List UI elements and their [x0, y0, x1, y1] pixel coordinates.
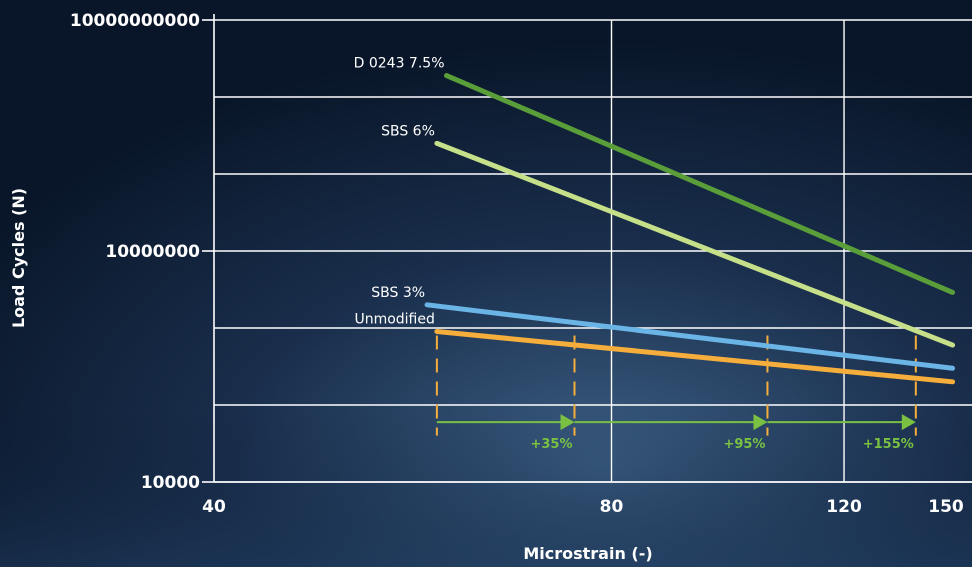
x-tick-label: 40: [202, 497, 226, 517]
series-line: [444, 73, 956, 295]
series-lines: [424, 73, 956, 385]
y-tick-label: 10000: [141, 473, 200, 493]
reference-lines: [435, 335, 917, 436]
arrow-head: [560, 414, 575, 431]
arrow-head: [901, 414, 916, 431]
x-axis-title: Microstrain (-): [523, 544, 652, 563]
y-axis-title: Load Cycles (N): [9, 188, 28, 328]
series-line: [434, 140, 956, 348]
series-label: SBS 6%: [381, 123, 435, 139]
arrow-head: [753, 414, 768, 431]
labels: 10000 10000000 10000000000 40 80 120 150 D 0243…: [70, 11, 964, 517]
improvement-label: +95%: [723, 437, 765, 452]
improvement-label: +155%: [863, 437, 914, 452]
series-label: D 0243 7.5%: [354, 56, 445, 72]
y-tick-label: 10000000000: [70, 11, 200, 31]
x-tick-label: 120: [826, 497, 862, 517]
series-line: [434, 329, 956, 385]
series-line: [424, 302, 956, 371]
improvement-label: +35%: [530, 437, 572, 452]
x-tick-label: 150: [928, 497, 964, 517]
grid: [202, 14, 972, 483]
improvement-arrows: [436, 414, 916, 431]
series-label: Unmodified: [354, 312, 434, 328]
series-label: SBS 3%: [371, 285, 425, 301]
x-tick-label: 80: [600, 497, 624, 517]
y-tick-label: 10000000: [105, 242, 200, 262]
